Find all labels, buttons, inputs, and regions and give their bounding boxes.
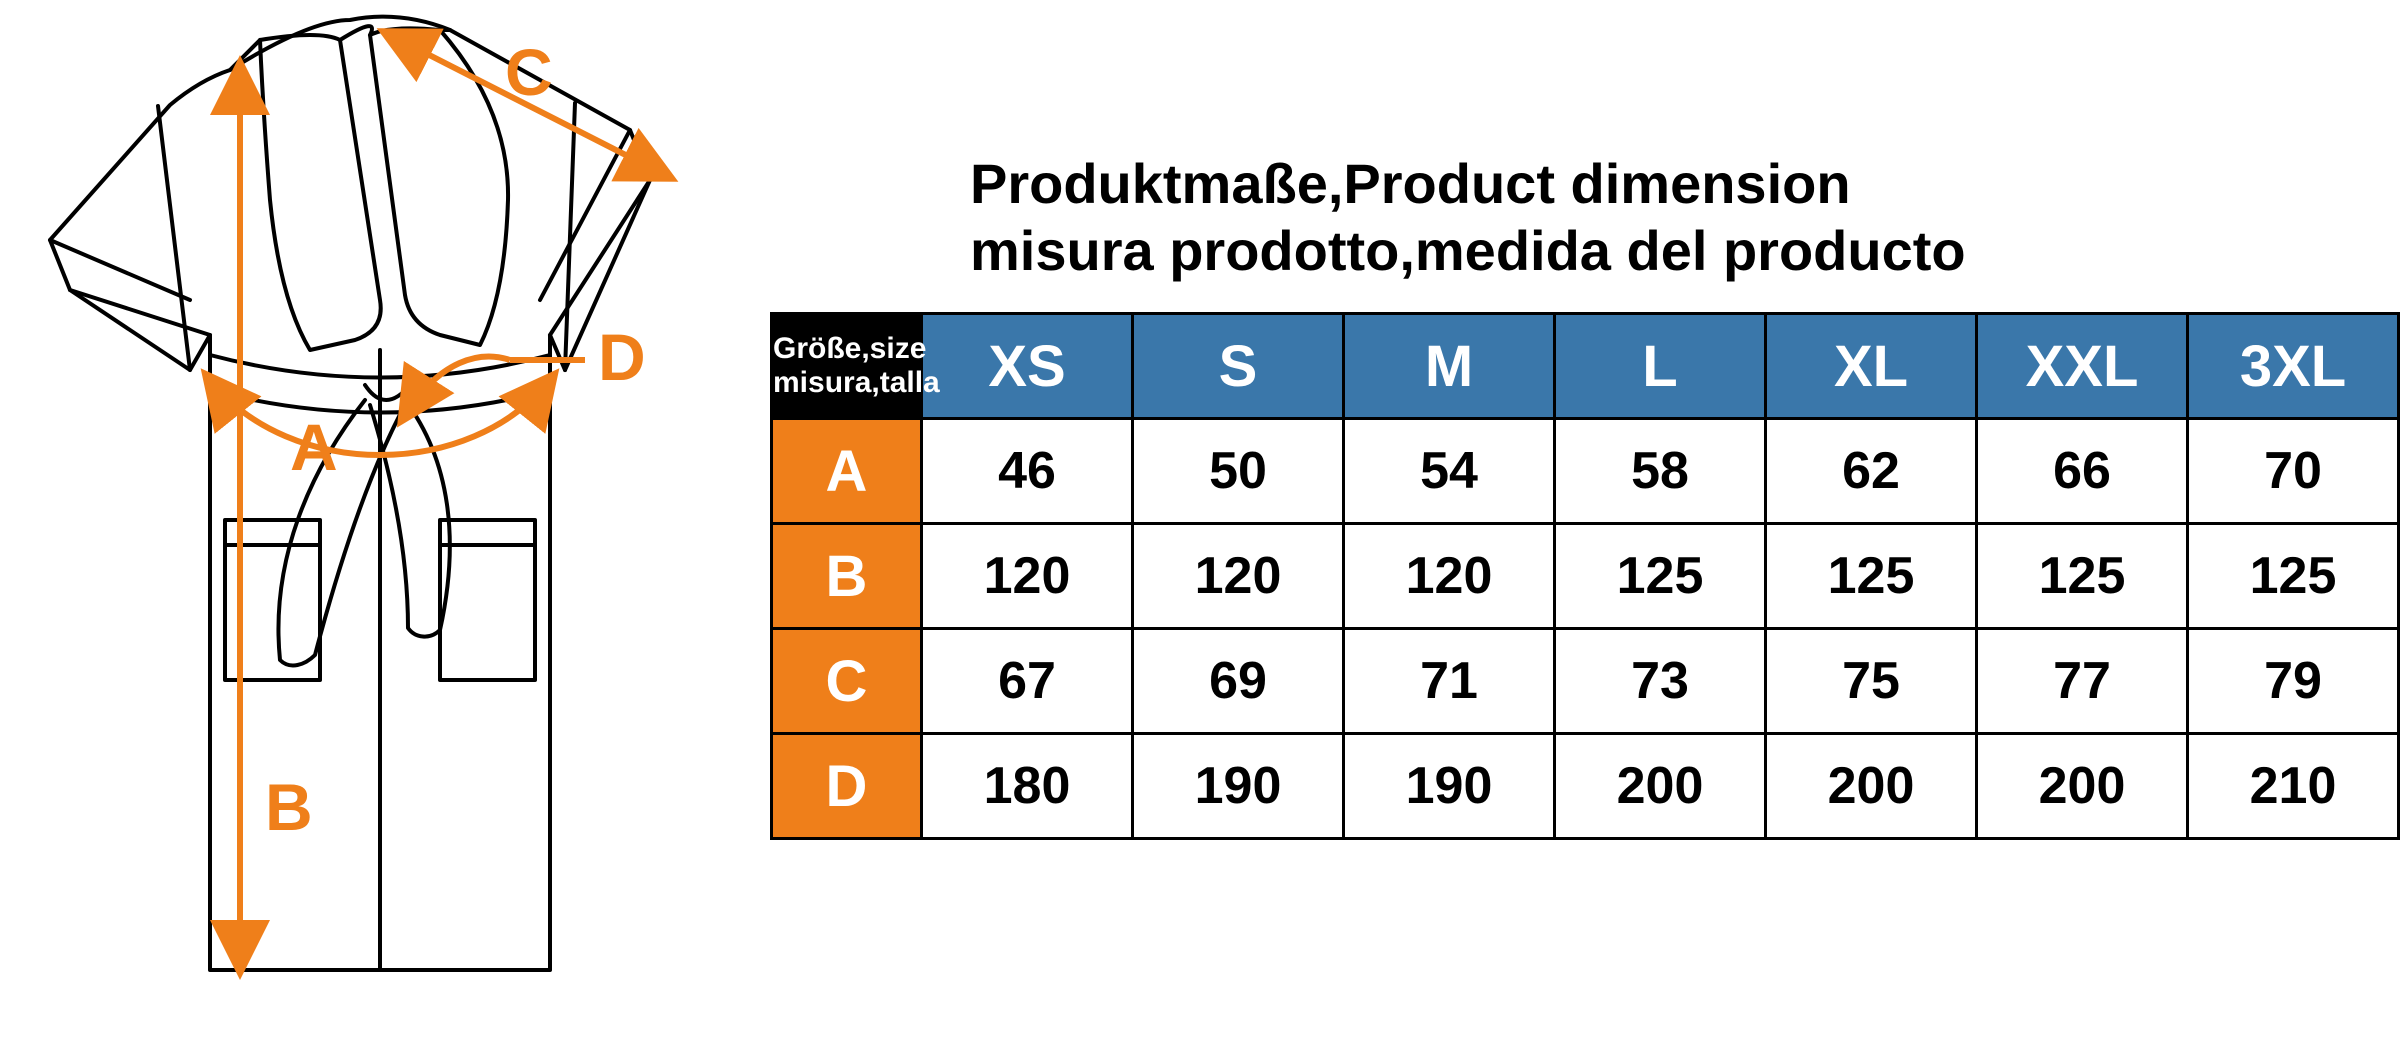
corner-line-1: Größe,size (773, 332, 926, 365)
corner-header: Größe,size misura,talla (772, 314, 922, 419)
table-cell: 200 (1555, 734, 1766, 839)
dimension-d-label: D (598, 320, 646, 394)
table-cell: 69 (1133, 629, 1344, 734)
table-cell: 200 (1977, 734, 2188, 839)
size-table: Größe,size misura,talla XS S M L XL XXL … (770, 312, 2400, 840)
size-header: S (1133, 314, 1344, 419)
dimension-c-label: C (505, 35, 553, 109)
table-cell: 66 (1977, 419, 2188, 524)
table-cell: 54 (1344, 419, 1555, 524)
table-cell: 46 (922, 419, 1133, 524)
size-header: 3XL (2188, 314, 2399, 419)
measure-header-a: A (772, 419, 922, 524)
size-header: L (1555, 314, 1766, 419)
table-cell: 70 (2188, 419, 2399, 524)
table-cell: 190 (1133, 734, 1344, 839)
table-header-row: Größe,size misura,talla XS S M L XL XXL … (772, 314, 2399, 419)
table-cell: 79 (2188, 629, 2399, 734)
table-cell: 125 (1977, 524, 2188, 629)
size-header: XL (1766, 314, 1977, 419)
table-cell: 125 (2188, 524, 2399, 629)
table-cell: 125 (1555, 524, 1766, 629)
size-header: XS (922, 314, 1133, 419)
table-cell: 210 (2188, 734, 2399, 839)
measure-header-d: D (772, 734, 922, 839)
table-cell: 67 (922, 629, 1133, 734)
measure-header-b: B (772, 524, 922, 629)
title-block: Produktmaße,Product dimension misura pro… (970, 150, 2400, 284)
table-cell: 75 (1766, 629, 1977, 734)
table-cell: 120 (922, 524, 1133, 629)
table-row: B 120 120 120 125 125 125 125 (772, 524, 2399, 629)
table-cell: 125 (1766, 524, 1977, 629)
title-line-1: Produktmaße,Product dimension (970, 150, 2400, 217)
bathrobe-diagram: B C D A (10, 0, 770, 1039)
title-line-2: misura prodotto,medida del producto (970, 217, 2400, 284)
table-cell: 62 (1766, 419, 1977, 524)
table-cell: 73 (1555, 629, 1766, 734)
size-header: XXL (1977, 314, 2188, 419)
table-cell: 120 (1133, 524, 1344, 629)
dimension-b-label: B (265, 770, 313, 844)
table-row: A 46 50 54 58 62 66 70 (772, 419, 2399, 524)
size-header: M (1344, 314, 1555, 419)
table-cell: 71 (1344, 629, 1555, 734)
table-cell: 50 (1133, 419, 1344, 524)
table-row: D 180 190 190 200 200 200 210 (772, 734, 2399, 839)
table-cell: 180 (922, 734, 1133, 839)
table-cell: 58 (1555, 419, 1766, 524)
measure-header-c: C (772, 629, 922, 734)
table-row: C 67 69 71 73 75 77 79 (772, 629, 2399, 734)
corner-line-2: misura,talla (773, 366, 940, 399)
table-cell: 200 (1766, 734, 1977, 839)
dimension-a-label: A (290, 410, 338, 484)
table-cell: 190 (1344, 734, 1555, 839)
table-cell: 120 (1344, 524, 1555, 629)
table-cell: 77 (1977, 629, 2188, 734)
